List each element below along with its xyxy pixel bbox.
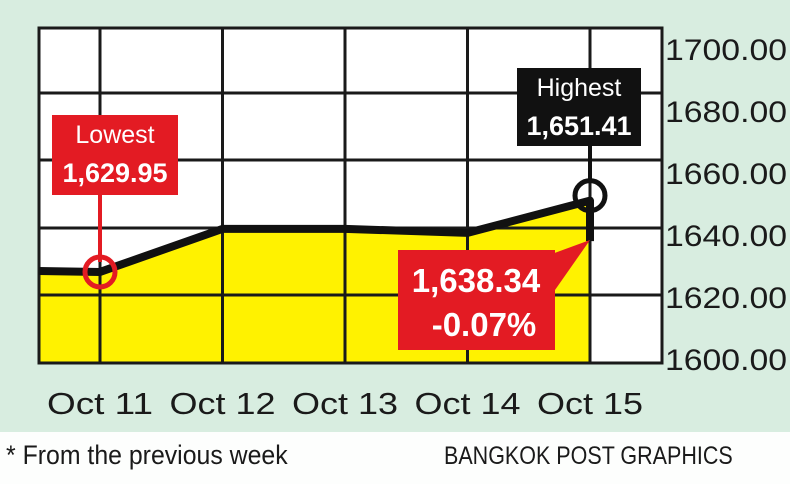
highest-marker [572, 178, 608, 214]
highest-value: 1,651.41 [526, 111, 631, 141]
index-line [38, 196, 594, 276]
x-tick-label: Oct 12 [170, 386, 276, 421]
close-label-box [398, 250, 555, 350]
credit: BANGKOK POST GRAPHICS [444, 442, 733, 470]
close-change: -0.07% [432, 306, 537, 343]
lowest-value: 1,629.95 [62, 158, 167, 188]
y-tick-label: 1600.00 [665, 344, 787, 377]
x-tick-label: Oct 14 [415, 386, 521, 421]
lowest-marker [82, 254, 118, 290]
y-tick-label: 1680.00 [665, 96, 787, 129]
highest-label-box [517, 68, 641, 146]
y-tick-label: 1620.00 [665, 282, 787, 315]
x-tick-label: Oct 13 [292, 386, 398, 421]
x-tick-label: Oct 11 [47, 386, 153, 421]
lowest-label-box [52, 115, 178, 195]
lowest-title: Lowest [75, 121, 154, 149]
close-value: 1,638.34 [412, 262, 541, 299]
x-tick-label: Oct 15 [537, 386, 643, 421]
highest-title: Highest [537, 74, 622, 102]
y-tick-label: 1640.00 [665, 220, 787, 253]
footnote: * From the previous week [6, 440, 288, 470]
y-tick-label: 1700.00 [665, 34, 787, 67]
y-tick-label: 1660.00 [665, 158, 787, 191]
plot-border [37, 26, 664, 365]
